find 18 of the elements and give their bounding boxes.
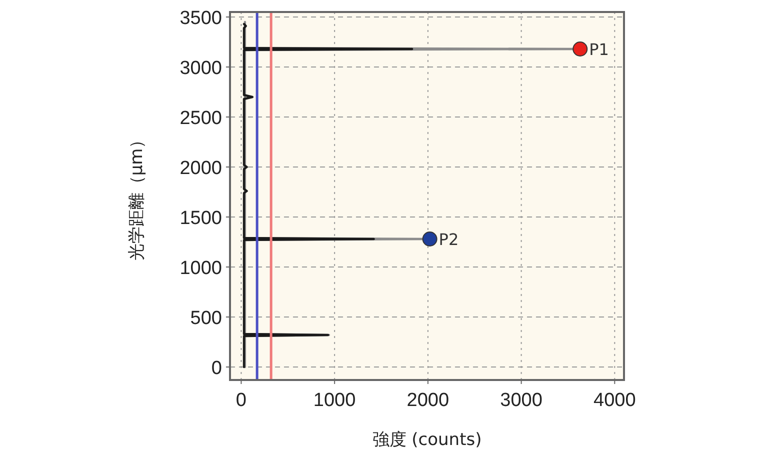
y-tick-label: 2500 xyxy=(180,108,222,129)
series-label: P2 xyxy=(438,230,459,249)
y-tick-label: 1500 xyxy=(180,208,222,229)
y-tick-label: 3500 xyxy=(180,8,222,29)
y-tick-label: 1000 xyxy=(180,258,222,279)
line-series xyxy=(242,22,414,368)
x-tick-label: 0 xyxy=(236,390,246,411)
series-label: P1 xyxy=(589,40,609,59)
y-axis-title: 光学距離（μm） xyxy=(127,131,147,261)
x-axis-title: 強度 (counts) xyxy=(372,430,482,450)
y-tick-label: 2000 xyxy=(180,158,222,179)
x-tick-label: 4000 xyxy=(594,390,636,411)
x-tick-label: 2000 xyxy=(406,390,450,411)
y-tick-label: 3000 xyxy=(180,58,222,79)
y-tick-label: 0 xyxy=(211,358,222,379)
x-tick-label: 1000 xyxy=(313,390,356,411)
y-tick-label: 500 xyxy=(190,308,222,329)
x-tick-label: 3000 xyxy=(500,390,542,411)
